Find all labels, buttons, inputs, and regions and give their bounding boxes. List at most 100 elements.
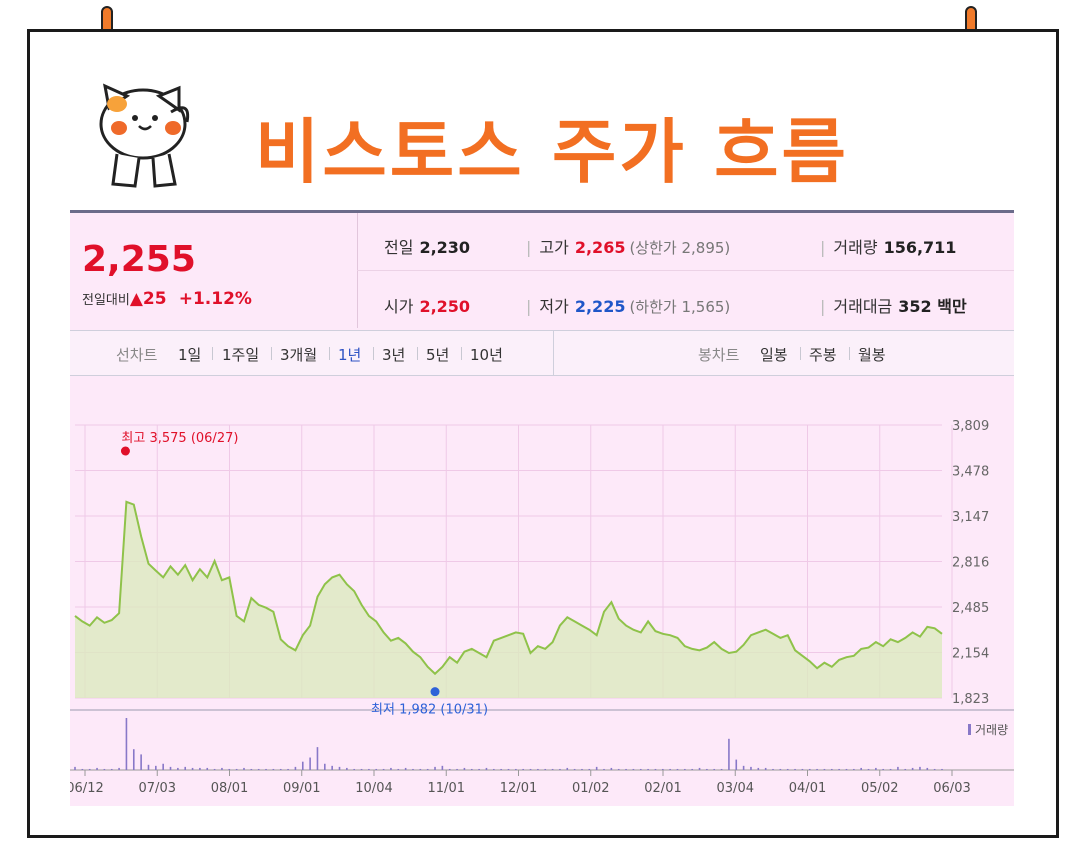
volume-bar xyxy=(860,767,862,770)
volume-bar xyxy=(529,768,532,770)
volume-bar xyxy=(691,768,693,770)
volume-bar xyxy=(257,768,260,770)
tab-1w[interactable]: 1주일 xyxy=(222,346,260,364)
volume-bar xyxy=(904,768,907,770)
volume-bar xyxy=(110,768,113,770)
volume-bar xyxy=(74,766,76,770)
volume-bar xyxy=(213,768,216,770)
volume-bar xyxy=(735,759,738,770)
volume-bar xyxy=(206,767,209,770)
x-tick-label: 06/12 xyxy=(70,781,104,796)
volume-bar xyxy=(838,768,840,770)
volume-bar xyxy=(375,768,378,770)
tab-divider xyxy=(212,347,213,360)
up-arrow-icon: ▲ xyxy=(129,289,143,309)
volume-bar xyxy=(404,767,407,770)
volume-bar xyxy=(294,766,297,770)
stock-panel: 2,255 전일대비▲25 +1.12% 전일 2,230 | 고가 2,265 (상한… xyxy=(70,210,1014,806)
volume-bar xyxy=(81,768,84,770)
volume-bar xyxy=(125,718,128,770)
tab-10y[interactable]: 10년 xyxy=(470,346,503,364)
volume-bar xyxy=(742,765,745,770)
volume-bar xyxy=(566,767,569,770)
volume-bar xyxy=(515,768,517,770)
volume-bar xyxy=(757,767,760,770)
volume-bar xyxy=(595,766,598,770)
volume-bar xyxy=(897,766,899,770)
volume-bar xyxy=(155,765,157,770)
stats-divider xyxy=(357,270,1014,271)
x-tick-label: 07/03 xyxy=(139,781,176,796)
volume-bar xyxy=(412,768,414,770)
volume-bar xyxy=(243,767,245,770)
volume-bar xyxy=(794,768,796,770)
volume-bar xyxy=(338,766,341,770)
top-rule xyxy=(70,210,1014,213)
volume-bar xyxy=(301,761,304,770)
max-label: 최고 3,575 (06/27) xyxy=(121,431,238,446)
price-line xyxy=(74,500,943,676)
stat-low: | 저가 2,225 (하한가 1,565) xyxy=(526,297,731,316)
tab-3m[interactable]: 3개월 xyxy=(280,346,318,364)
volume-bar xyxy=(698,767,701,770)
volume-bar xyxy=(228,768,231,770)
volume-bar xyxy=(911,767,914,770)
volume-legend-label: 거래량 xyxy=(975,723,1008,737)
x-tick-label: 10/04 xyxy=(355,781,392,796)
y-tick-label: 3,147 xyxy=(952,510,989,525)
change-percent: +1.12% xyxy=(178,289,252,309)
x-tick-label: 02/01 xyxy=(644,781,681,796)
x-tick-label: 08/01 xyxy=(211,781,248,796)
tab-1y[interactable]: 1년 xyxy=(338,346,362,364)
tab-divider xyxy=(329,347,330,360)
volume-bar xyxy=(235,768,238,770)
volume-bar xyxy=(801,768,804,770)
volume-bar xyxy=(177,767,179,770)
volume-bar xyxy=(324,763,326,770)
y-tick-label: 2,485 xyxy=(952,601,989,616)
tab-divider xyxy=(417,347,418,360)
volume-bar xyxy=(786,768,789,770)
tab-weekly[interactable]: 주봉 xyxy=(809,346,837,364)
stat-prev: 전일 2,230 xyxy=(384,234,470,258)
tab-3y[interactable]: 3년 xyxy=(382,346,406,364)
low-value: 2,225 xyxy=(574,297,626,316)
volume-bar xyxy=(551,768,554,770)
volume-bar xyxy=(830,768,833,770)
x-tick-label: 04/01 xyxy=(789,781,826,796)
x-tick-label: 06/03 xyxy=(933,781,970,796)
volume-bar xyxy=(684,768,686,770)
volume-bar xyxy=(764,767,767,770)
volume-bar xyxy=(588,768,591,770)
volume-bar xyxy=(647,768,649,770)
volume-bar xyxy=(147,764,150,770)
volume-bar xyxy=(463,767,466,770)
amount-value: 352 백만 xyxy=(898,297,967,316)
price-change: 전일대비▲25 +1.12% xyxy=(82,289,252,309)
volume-bar xyxy=(309,757,311,770)
volume-bar xyxy=(853,768,855,770)
volume-bar xyxy=(184,766,187,770)
volume-bar xyxy=(845,768,848,770)
tab-5y[interactable]: 5년 xyxy=(426,346,450,364)
x-tick-label: 12/01 xyxy=(500,781,537,796)
volume-label: 거래량 xyxy=(833,238,878,257)
volume-bar xyxy=(617,768,620,770)
tab-1d[interactable]: 1일 xyxy=(178,346,202,364)
volume-bar xyxy=(140,754,142,770)
volume-bar xyxy=(559,768,561,770)
volume-bar xyxy=(882,768,885,770)
volume-bar xyxy=(250,768,253,770)
volume-bar xyxy=(448,768,451,770)
volume-bar xyxy=(713,768,716,770)
stat-amount: | 거래대금 352 백만 xyxy=(820,297,967,316)
volume-bar xyxy=(823,768,826,770)
tab-monthly[interactable]: 월봉 xyxy=(858,346,886,364)
volume-bar xyxy=(706,768,708,770)
volume-bar xyxy=(199,767,201,770)
tab-divider xyxy=(373,347,374,360)
volume-bar xyxy=(728,738,730,770)
change-label: 전일대비 xyxy=(82,293,130,308)
volume-bar xyxy=(933,768,936,770)
tab-daily[interactable]: 일봉 xyxy=(760,346,788,364)
